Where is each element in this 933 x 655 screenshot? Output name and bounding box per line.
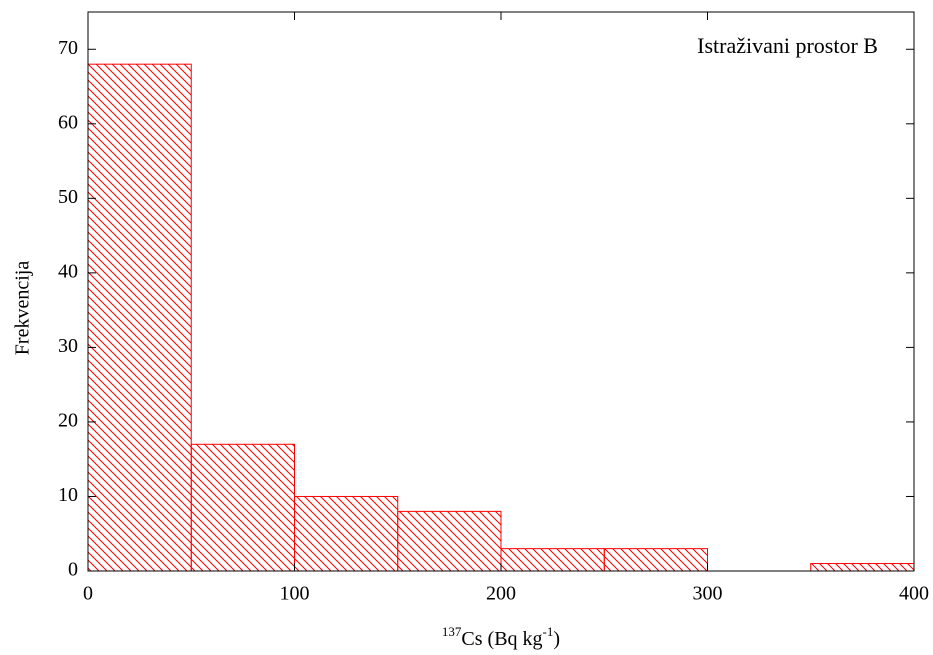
x-label-exponent: -1: [543, 624, 554, 639]
y-tick-label: 50: [58, 186, 78, 208]
bar: [397, 510, 502, 572]
bars: [87, 63, 915, 572]
y-tick-label: 60: [58, 111, 78, 133]
y-tick-label: 70: [58, 37, 78, 59]
x-label-unit: Cs (Bq kg: [461, 628, 542, 650]
x-tick-label: 100: [280, 583, 310, 605]
x-tick-label: 0: [83, 583, 93, 605]
bar: [294, 495, 399, 572]
bar: [87, 63, 192, 572]
y-axis-label: Frekvencija: [12, 261, 34, 356]
x-axis-label: 137Cs (Bq kg-1): [442, 624, 560, 650]
y-tick-label: 20: [58, 410, 78, 432]
y-tick-label: 10: [58, 484, 78, 506]
bar: [810, 563, 915, 572]
x-tick-label: 300: [693, 583, 723, 605]
y-tick-label: 0: [68, 559, 78, 581]
y-tick-label: 30: [58, 335, 78, 357]
y-tick-label: 40: [58, 260, 78, 282]
annotation: Istraživani prostor B: [697, 33, 878, 58]
bar: [603, 548, 708, 572]
bar: [500, 548, 605, 572]
x-tick-label: 400: [899, 583, 929, 605]
x-label-close: ): [553, 628, 560, 650]
bar: [190, 443, 295, 572]
x-tick-label: 200: [486, 583, 516, 605]
x-label-isotope: 137: [442, 624, 462, 639]
